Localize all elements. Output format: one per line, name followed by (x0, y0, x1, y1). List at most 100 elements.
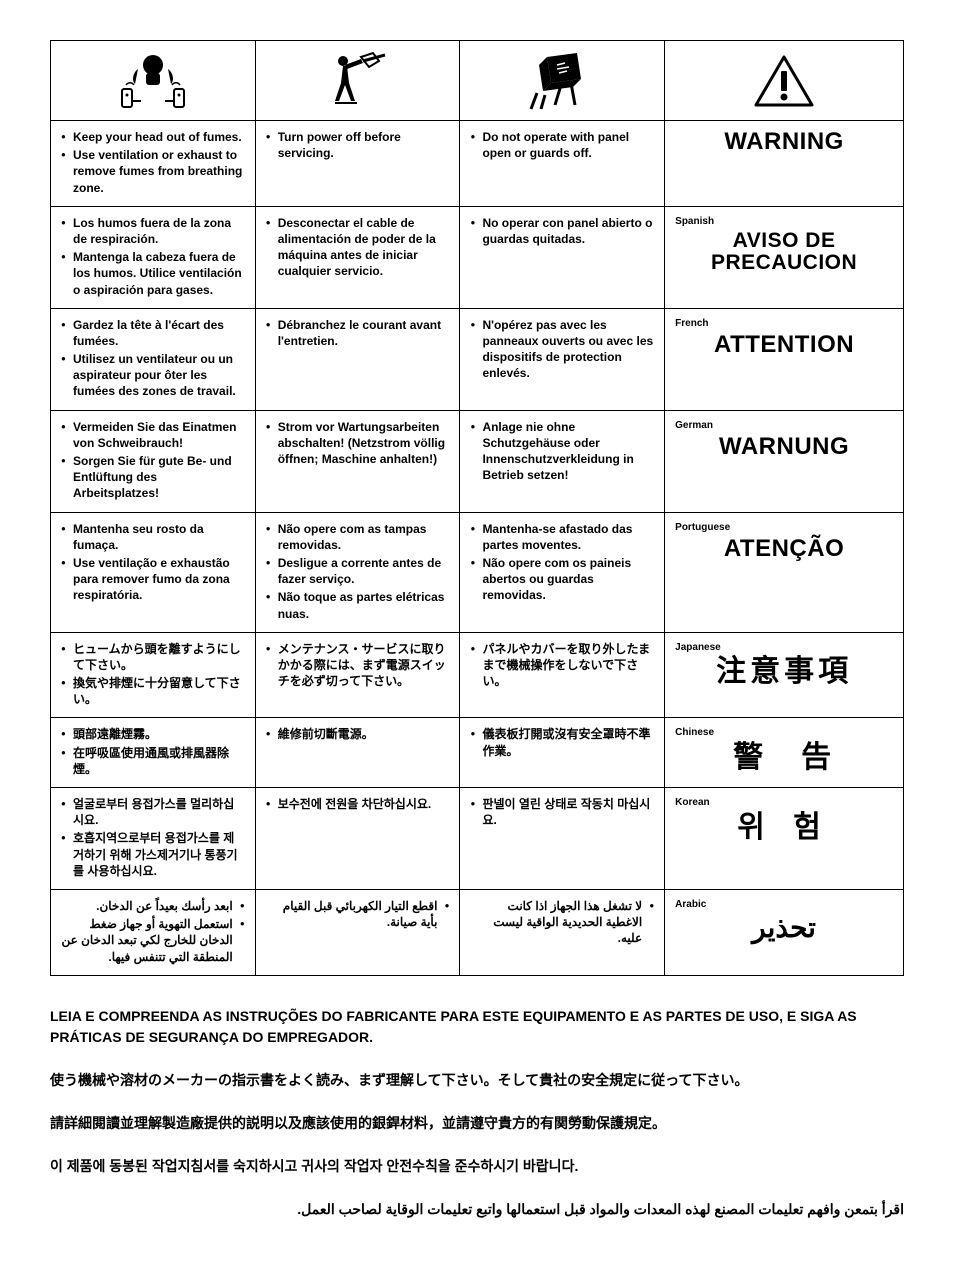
bullet-item: 頭部遠離煙霧。 (61, 726, 245, 742)
c1-cell: Vermeiden Sie das Einatmen von Schweibra… (51, 410, 256, 512)
warning-row: ابعد رأسك بعيداً عن الدخان. استعمل التهوي… (51, 889, 904, 975)
c3-cell: N'opérez pas avec les panneaux ouverts o… (460, 308, 665, 410)
warning-row: Los humos fuera de la zona de respiració… (51, 206, 904, 308)
warning-row: Gardez la tête à l'écart des fumées.Util… (51, 308, 904, 410)
warning-word: WARNING (675, 129, 893, 154)
warning-word: ATTENTION (675, 332, 893, 357)
bullet-item: Desconectar el cable de alimentación de … (266, 215, 450, 280)
warning-row: ヒュームから頭を離すようにして下さい。換気や排煙に十分留意して下さい。メンテナン… (51, 632, 904, 718)
c2-cell: Desconectar el cable de alimentación de … (255, 206, 460, 308)
language-label: Korean (675, 796, 893, 810)
warning-label-cell: Arabicتحذير (665, 889, 904, 975)
language-label: Chinese (675, 726, 893, 740)
warning-row: Mantenha seu rosto da fumaça.Use ventila… (51, 512, 904, 632)
warning-word: 警 告 (675, 742, 893, 774)
c2-cell: Strom vor Wartungsarbeiten abschalten! (… (255, 410, 460, 512)
c1-cell: Los humos fuera de la zona de respiració… (51, 206, 256, 308)
c1-cell: 頭部遠離煙霧。在呼吸區使用通風或排風器除煙。 (51, 718, 256, 788)
c3-cell: 儀表板打開或沒有安全罩時不準作業。 (460, 718, 665, 788)
c1-cell: Gardez la tête à l'écart des fumées.Util… (51, 308, 256, 410)
safety-warning-table: Keep your head out of fumes. Use ventilat… (50, 40, 904, 976)
bullet-item: Strom vor Wartungsarbeiten abschalten! (… (266, 419, 450, 468)
bullet-item: Débranchez le courant avant l'entretien. (266, 317, 450, 349)
c1-cell: Keep your head out of fumes. Use ventilat… (51, 121, 256, 207)
warning-triangle-icon (754, 55, 814, 107)
bullet-item: Gardez la tête à l'écart des fumées. (61, 317, 245, 349)
warning-word: تحذير (675, 913, 893, 942)
bullet-item: 在呼吸區使用通風或排風器除煙。 (61, 745, 245, 777)
bullet-item: パネルやカバーを取り外したままで機械操作をしないで下さい。 (470, 641, 654, 690)
warning-row: Keep your head out of fumes. Use ventilat… (51, 121, 904, 207)
service-icon (323, 51, 393, 111)
fumes-icon (118, 51, 188, 111)
footer-ar: اقرأ بتمعن وافهم تعليمات المصنع لهذه الم… (50, 1199, 904, 1220)
bullet-item: N'opérez pas avec les panneaux ouverts o… (470, 317, 654, 382)
bullet-item: ابعد رأسك بعيداً عن الدخان. (61, 898, 245, 914)
c3-cell: لا تشغل هذا الجهاز اذا كانت الاغطية الحد… (460, 889, 665, 975)
footer-zh: 請詳細閱讀並理解製造廠提供的説明以及應該使用的銀銲材料，並請遵守貴方的有関勞動保… (50, 1113, 904, 1134)
warning-label-cell: Korean 위 험 (665, 788, 904, 890)
bullet-item: 儀表板打開或沒有安全罩時不準作業。 (470, 726, 654, 758)
warning-word: ATENÇÃO (675, 536, 893, 561)
warning-triangle-cell (665, 41, 904, 121)
bullet-item: ヒュームから頭を離すようにして下さい。 (61, 641, 245, 673)
warning-word: 위 험 (675, 812, 893, 844)
warning-label-cell: SpanishAVISO DE PRECAUCION (665, 206, 904, 308)
bullet-item: Use ventilação e exhaustão para remover … (61, 555, 245, 604)
warning-label-cell: Japanese注意事項 (665, 632, 904, 718)
c3-cell: No operar con panel abierto o guardas qu… (460, 206, 665, 308)
footer-pt: LEIA E COMPREENDA AS INSTRUÇÕES DO FABRI… (50, 1006, 904, 1048)
warning-label-cell: GermanWARNUNG (665, 410, 904, 512)
c3-cell: Do not operate with panel open or guards… (460, 121, 665, 207)
bullet-item: اقطع التيار الكهربائي قبل القيام بأية صي… (266, 898, 450, 930)
bullet-item: Turn power off before servicing. (266, 129, 450, 161)
panel-icon (527, 51, 597, 111)
c3-cell: パネルやカバーを取り外したままで機械操作をしないで下さい。 (460, 632, 665, 718)
c1-cell: 얼굴로부터 용접가스를 멀리하십시요.호흡지역으로부터 용접가스를 제거하기 위… (51, 788, 256, 890)
warning-label-cell: Chinese 警 告 (665, 718, 904, 788)
warning-label-cell: WARNING (665, 121, 904, 207)
footer-ja: 使う機械や溶材のメーカーの指示書をよく読み、まず理解して下さい。そして貴社の安全… (50, 1070, 904, 1091)
language-label: Spanish (675, 215, 893, 229)
bullet-item: 보수전에 전원을 차단하십시요. (266, 796, 450, 812)
c2-cell: اقطع التيار الكهربائي قبل القيام بأية صي… (255, 889, 460, 975)
bullet-item: 維修前切斷電源。 (266, 726, 450, 742)
footer-instructions: LEIA E COMPREENDA AS INSTRUÇÕES DO FABRI… (50, 1006, 904, 1220)
c2-cell: Turn power off before servicing. (255, 121, 460, 207)
bullet-item: Utilisez un ventilateur ou un aspirateur… (61, 351, 245, 400)
bullet-item: Sorgen Sie für gute Be- und Entlüftung d… (61, 453, 245, 502)
bullet-item: メンテナンス・サービスに取りかかる際には、まず電源スイッチを必ず切って下さい。 (266, 641, 450, 690)
bullet-item: Não opere com os paineis abertos ou guar… (470, 555, 654, 604)
bullet-item: Mantenha-se afastado das partes moventes… (470, 521, 654, 553)
c2-cell: Débranchez le courant avant l'entretien. (255, 308, 460, 410)
c1-cell: ヒュームから頭を離すようにして下さい。換気や排煙に十分留意して下さい。 (51, 632, 256, 718)
bullet-item: Mantenha seu rosto da fumaça. (61, 521, 245, 553)
icon-header-row (51, 41, 904, 121)
bullet-item: 호흡지역으로부터 용접가스를 제거하기 위해 가스제거기나 통풍기를 사용하십시… (61, 830, 245, 879)
bullet-item: استعمل التهوية أو جهاز ضغط الدخان للخارج… (61, 916, 245, 965)
bullet-item: Los humos fuera de la zona de respiració… (61, 215, 245, 247)
fumes-icon-cell (51, 41, 256, 121)
bullet-item: 얼굴로부터 용접가스를 멀리하십시요. (61, 796, 245, 828)
bullet-item: Use ventilation or exhaust to remove fum… (61, 147, 245, 196)
c3-cell: Mantenha-se afastado das partes moventes… (460, 512, 665, 632)
bullet-item: Não toque as partes elétricas nuas. (266, 589, 450, 621)
bullet-item: Keep your head out of fumes. (61, 129, 245, 145)
c2-cell: メンテナンス・サービスに取りかかる際には、まず電源スイッチを必ず切って下さい。 (255, 632, 460, 718)
warning-row: Vermeiden Sie das Einatmen von Schweibra… (51, 410, 904, 512)
language-label: Japanese (675, 641, 893, 655)
bullet-item: 판넬이 열린 상태로 작동치 마십시요. (470, 796, 654, 828)
warning-word: AVISO DE PRECAUCION (675, 230, 893, 274)
bullet-item: Do not operate with panel open or guards… (470, 129, 654, 161)
c2-cell: Não opere com as tampas removidas.Deslig… (255, 512, 460, 632)
c1-cell: Mantenha seu rosto da fumaça.Use ventila… (51, 512, 256, 632)
bullet-item: Vermeiden Sie das Einatmen von Schweibra… (61, 419, 245, 451)
warning-label-cell: PortugueseATENÇÃO (665, 512, 904, 632)
warning-word: WARNUNG (675, 434, 893, 459)
service-icon-cell (255, 41, 460, 121)
language-label: French (675, 317, 893, 331)
warning-row: 頭部遠離煙霧。在呼吸區使用通風或排風器除煙。維修前切斷電源。儀表板打開或沒有安全… (51, 718, 904, 788)
language-label: Arabic (675, 898, 893, 912)
bullet-item: 換気や排煙に十分留意して下さい。 (61, 675, 245, 707)
panel-icon-cell (460, 41, 665, 121)
